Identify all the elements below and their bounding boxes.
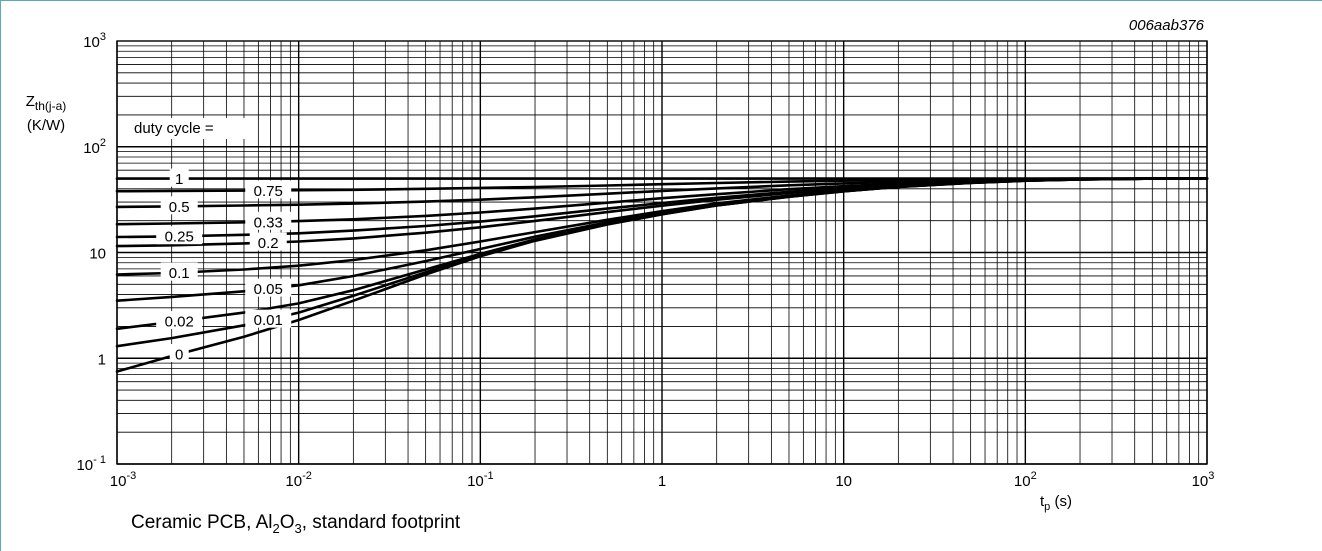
- series-label-bg: [245, 309, 292, 328]
- y-tick-label: 102: [83, 137, 106, 157]
- y-tick-label: 10- 1: [76, 454, 106, 474]
- figure-id: 006aab376: [1129, 17, 1205, 34]
- series-lines: [115, 177, 1209, 373]
- x-tick-label: 103: [1192, 470, 1215, 490]
- series-label-bg: [160, 262, 198, 281]
- y-tick-label: 10: [89, 246, 106, 263]
- y-tick-label: 1: [98, 351, 106, 368]
- plot-border: [116, 40, 1208, 465]
- series-label: 0: [175, 346, 183, 363]
- series-label: 0.01: [254, 312, 283, 329]
- series-label: 1: [175, 171, 183, 188]
- series-label-bg: [169, 168, 189, 187]
- x-tick-label: 10-2: [285, 470, 311, 490]
- series-label-bg: [245, 278, 292, 297]
- x-axis-label: tp (s): [1040, 493, 1072, 513]
- series-label: 0.05: [254, 281, 283, 298]
- x-tick-label: 1: [658, 473, 666, 490]
- series-label-bg: [156, 226, 203, 245]
- chart-caption: Ceramic PCB, Al2O3, standard footprint: [131, 512, 461, 536]
- x-tick-label: 10: [835, 473, 852, 490]
- y-tick-label: 103: [83, 31, 106, 51]
- series-label: 0.33: [254, 214, 283, 231]
- x-tick-label: 10-1: [467, 470, 493, 490]
- legend-title-bg: [130, 118, 248, 139]
- series-label: 0.02: [165, 314, 194, 331]
- series-label: 0.25: [165, 229, 194, 246]
- x-tick-label: 102: [1014, 470, 1037, 490]
- series-label-bg: [245, 211, 292, 230]
- grid: [116, 41, 1208, 465]
- series-label: 0.1: [169, 265, 190, 282]
- series-labels: 1 0.75 0.5 0.33 0.25 0.2 0.1 0.05 0.02 0.01 0: [156, 168, 292, 363]
- series-label-bg: [169, 343, 189, 362]
- y-axis-unit: (K/W): [27, 117, 65, 134]
- series-label-bg: [160, 196, 198, 215]
- series-label-bg: [245, 180, 292, 199]
- series-label-bg: [249, 232, 287, 251]
- plot-area: [116, 40, 1208, 465]
- series-label: 0.5: [169, 199, 190, 216]
- x-tick-label: 10-3: [110, 470, 136, 490]
- series-label-bg: [156, 311, 203, 330]
- series-line-0: [115, 177, 1209, 373]
- series-label: 0.75: [254, 183, 283, 200]
- series-label: 0.2: [258, 235, 279, 252]
- y-axis-label: Zth(j-a): [26, 93, 67, 113]
- legend-title: duty cycle =: [134, 120, 214, 137]
